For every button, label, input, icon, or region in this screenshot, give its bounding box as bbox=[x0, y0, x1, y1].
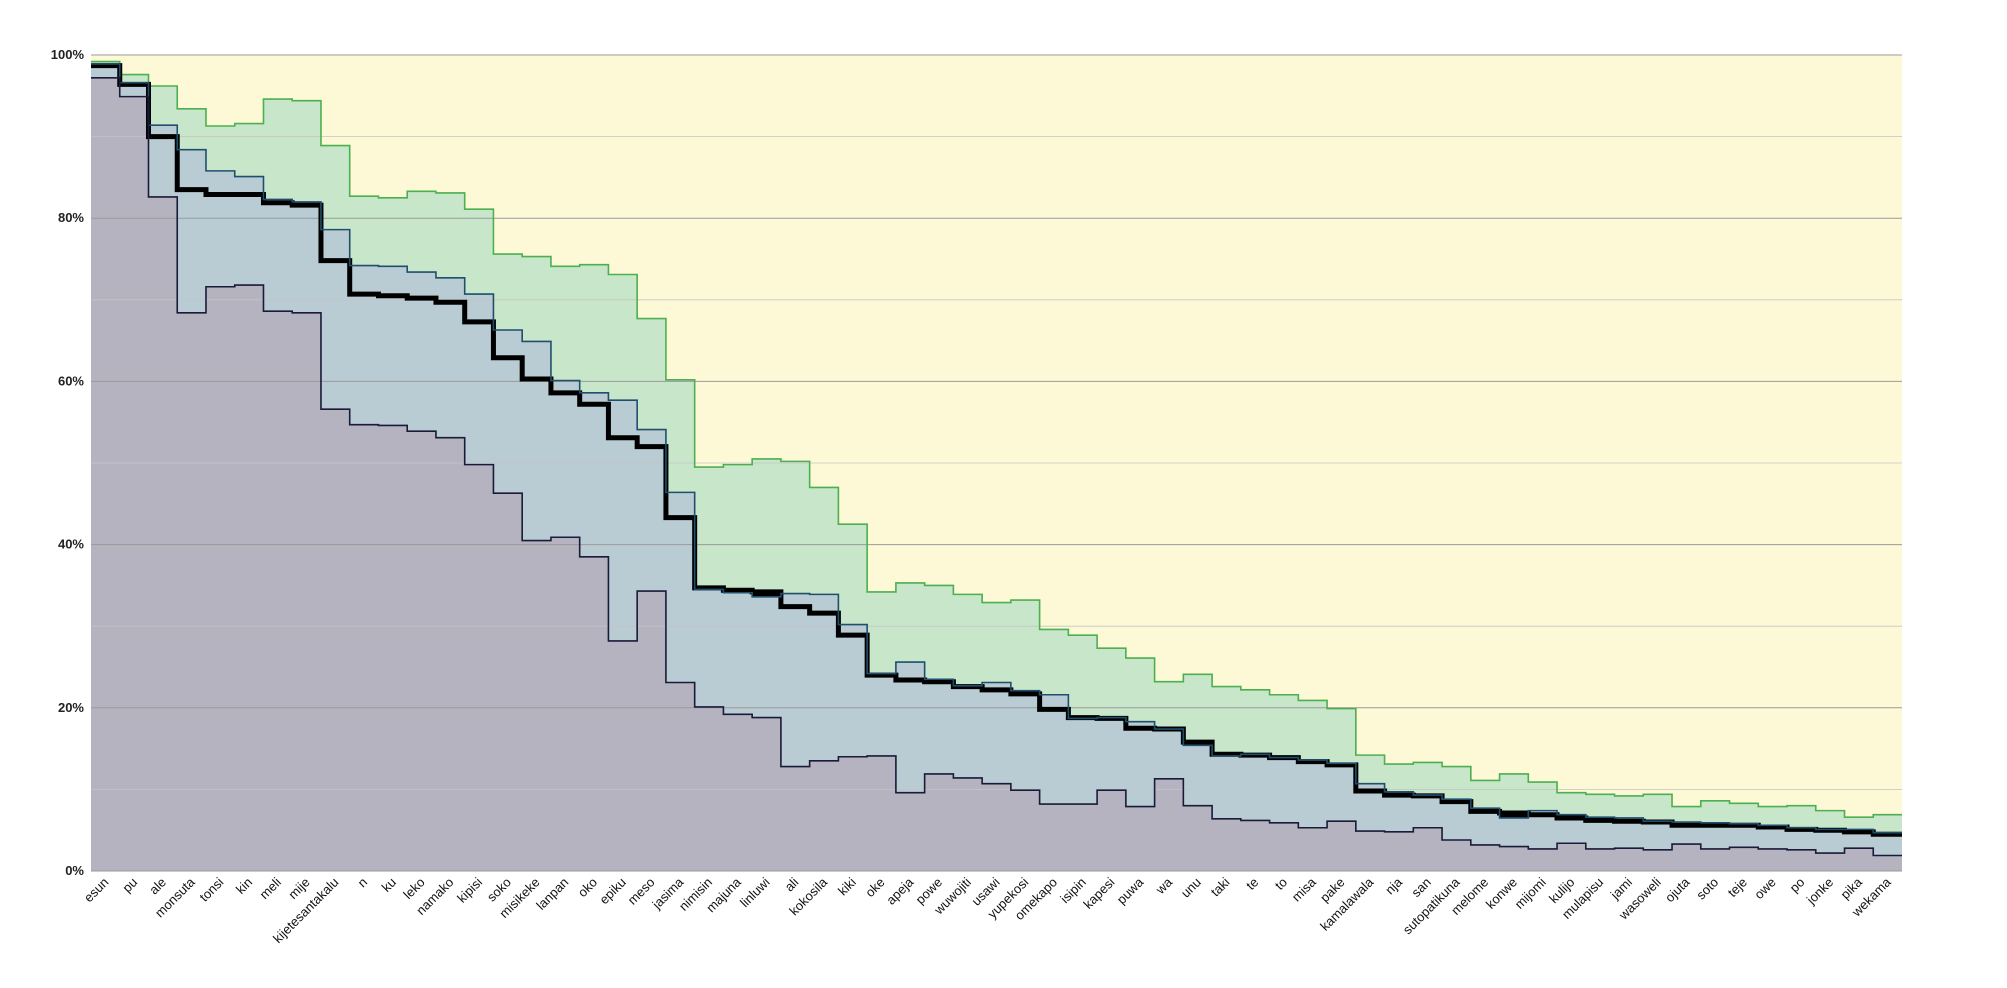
y-tick-label: 40% bbox=[58, 537, 84, 552]
upper-band-line bbox=[91, 60, 1902, 818]
gridlines bbox=[91, 54, 1902, 872]
y-tick-label: 0% bbox=[65, 863, 84, 878]
lower-band-line bbox=[91, 77, 1902, 857]
y-tick-label: 60% bbox=[58, 373, 84, 388]
y-tick-label: 80% bbox=[58, 210, 84, 225]
lower-band-area bbox=[91, 77, 1902, 872]
y-tick-label: 20% bbox=[58, 700, 84, 715]
y-tick-label: 100% bbox=[51, 47, 85, 62]
upper-mid-band-line bbox=[91, 63, 1902, 834]
y-axis: 0% 20% 40% 60% 80% 100% bbox=[51, 47, 85, 878]
median-line bbox=[91, 63, 1902, 837]
series-lines bbox=[91, 60, 1902, 857]
